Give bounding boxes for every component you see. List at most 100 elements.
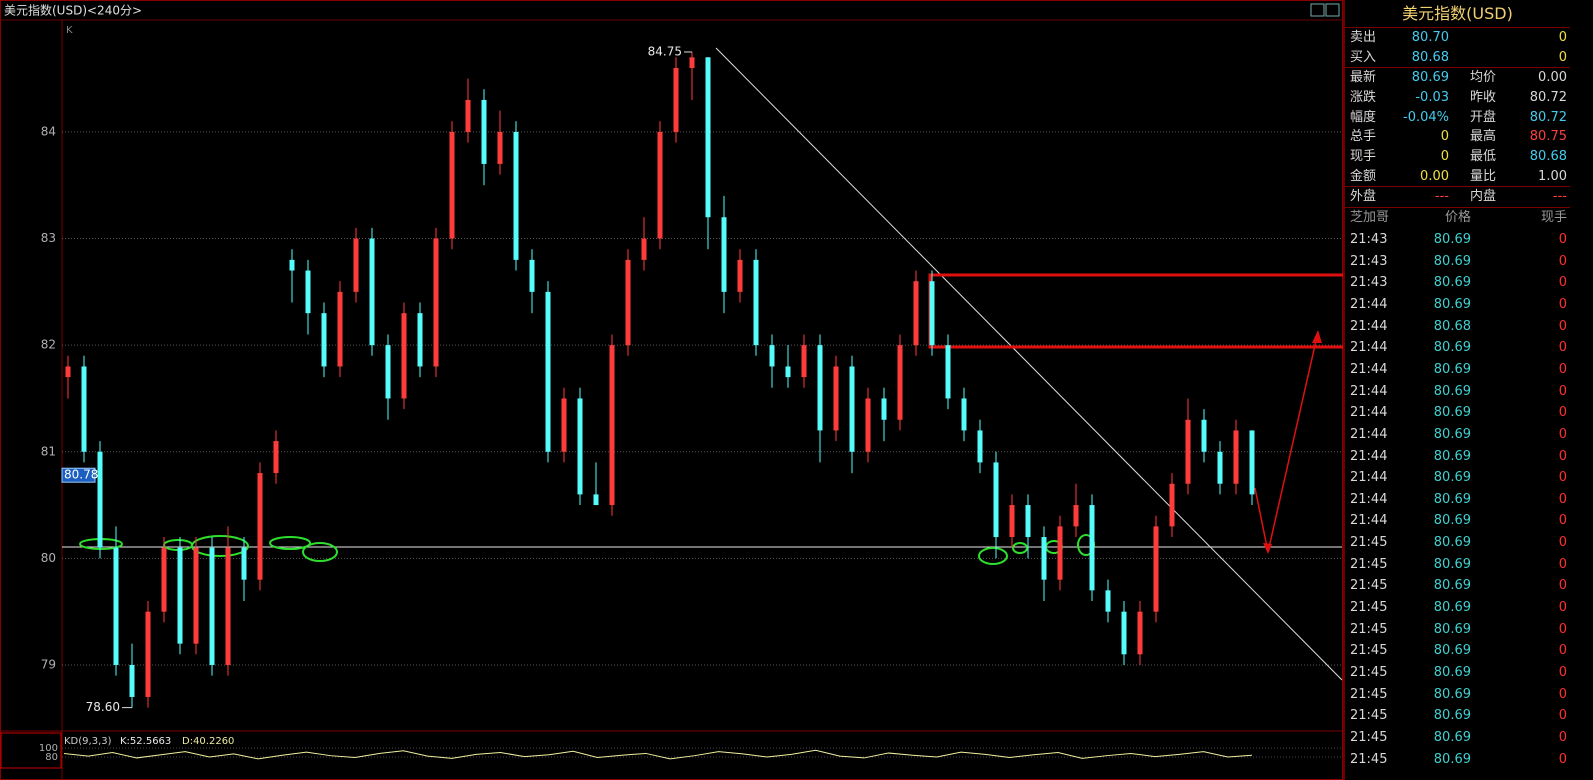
order-label: 卖出	[1350, 30, 1377, 45]
candle-body	[817, 345, 823, 431]
trade-time: 21:44	[1350, 383, 1388, 399]
trade-time: 21:43	[1350, 232, 1388, 247]
trade-price: 80.69	[1433, 296, 1471, 312]
stat-label: 均价	[1470, 70, 1497, 85]
trade-volume: 0	[1558, 253, 1567, 269]
trade-time: 21:44	[1350, 340, 1388, 356]
trade-volume: 0	[1558, 405, 1567, 421]
current-price-label: 80.78	[64, 468, 98, 482]
support-marker	[269, 536, 311, 550]
stat-label: 金额	[1350, 169, 1377, 184]
stat-value: 80.75	[1529, 129, 1567, 145]
trade-price: 80.69	[1433, 708, 1471, 724]
trade-price: 80.69	[1433, 275, 1471, 291]
trades-header: 现手	[1540, 210, 1567, 225]
stat-value: 1.00	[1538, 169, 1567, 184]
support-marker	[191, 535, 249, 557]
candle-body	[625, 259, 631, 346]
stat-label: 最新	[1350, 70, 1377, 85]
trade-price: 80.69	[1433, 491, 1471, 507]
trade-time: 21:45	[1350, 578, 1388, 594]
stat-label: 最低	[1470, 149, 1497, 165]
trade-volume: 0	[1558, 491, 1567, 507]
trade-time: 21:45	[1350, 729, 1388, 745]
candle-body	[257, 473, 263, 580]
trade-price: 80.69	[1433, 665, 1471, 680]
icon-button[interactable]	[1310, 3, 1325, 17]
order-price: 80.68	[1411, 50, 1449, 65]
trade-volume: 0	[1558, 729, 1567, 745]
separator	[1345, 207, 1570, 208]
kd-tick-label: 100	[39, 743, 58, 754]
candle-body	[337, 291, 343, 367]
candle-body	[497, 131, 503, 164]
candle-body	[1041, 537, 1047, 580]
trade-price: 80.69	[1433, 729, 1471, 745]
separator	[1345, 27, 1570, 28]
candle-body	[1009, 505, 1015, 538]
stat-label: 量比	[1470, 169, 1497, 184]
trade-price: 80.69	[1433, 361, 1471, 377]
trade-price: 80.69	[1433, 470, 1471, 486]
trade-time: 21:43	[1350, 253, 1388, 269]
candle-body	[417, 313, 423, 367]
trade-time: 21:45	[1350, 708, 1388, 724]
stat-label: 涨跌	[1350, 89, 1377, 105]
y-tick-label: 81	[41, 444, 56, 458]
icon-button[interactable]	[1325, 3, 1340, 17]
support-marker	[978, 547, 1008, 565]
candle-body	[673, 67, 679, 132]
stat-value: 80.72	[1529, 109, 1567, 125]
y-tick-label: 82	[41, 338, 56, 352]
candle-body	[97, 451, 103, 548]
candle-body	[209, 547, 215, 665]
candle-body	[449, 131, 455, 239]
trade-price: 80.69	[1433, 556, 1471, 572]
trade-price: 80.69	[1433, 513, 1471, 529]
candle-body	[1185, 419, 1191, 484]
y-tick-label: 79	[41, 657, 56, 671]
candle-body	[513, 131, 519, 260]
candle-body	[865, 398, 871, 452]
trade-volume: 0	[1558, 448, 1567, 464]
trade-volume: 0	[1558, 361, 1567, 377]
trade-volume: 0	[1558, 513, 1567, 529]
trade-volume: 0	[1558, 665, 1567, 680]
resistance-box	[928, 273, 1343, 349]
trade-price: 80.69	[1433, 253, 1471, 269]
candle-body	[481, 99, 487, 164]
kd-k-value: K:52.5663	[120, 736, 171, 747]
flow-label: 外盘	[1350, 189, 1377, 204]
support-marker	[302, 542, 338, 562]
trade-price: 80.69	[1433, 232, 1471, 247]
candle-body	[913, 281, 919, 346]
candle-body	[65, 366, 71, 378]
trade-volume: 0	[1558, 643, 1567, 659]
trade-volume: 0	[1558, 296, 1567, 312]
trade-time: 21:44	[1350, 470, 1388, 486]
candle-body	[1233, 430, 1239, 484]
candle-body	[353, 238, 359, 292]
order-volume: 0	[1558, 50, 1567, 65]
trade-price: 80.69	[1433, 751, 1471, 767]
trade-volume: 0	[1558, 340, 1567, 356]
candle-body	[897, 345, 903, 420]
separator	[1345, 67, 1570, 68]
candle-body	[113, 547, 119, 665]
arrow-head	[1263, 543, 1272, 554]
trade-volume: 0	[1558, 426, 1567, 442]
stat-label: 开盘	[1470, 109, 1497, 125]
kd-line	[63, 749, 1253, 760]
order-label: 买入	[1350, 50, 1377, 65]
stat-label: 最高	[1470, 129, 1497, 145]
trade-time: 21:45	[1350, 751, 1388, 767]
trade-time: 21:45	[1350, 665, 1388, 680]
annotation-label: 84.75	[648, 44, 682, 58]
flow-label: 内盘	[1470, 189, 1497, 204]
candle-body	[177, 547, 183, 644]
candle-body	[401, 313, 407, 399]
stat-value: -0.03	[1415, 89, 1449, 105]
candle-body	[849, 366, 855, 452]
candle-body	[1089, 505, 1095, 591]
candle-body	[1137, 611, 1143, 655]
